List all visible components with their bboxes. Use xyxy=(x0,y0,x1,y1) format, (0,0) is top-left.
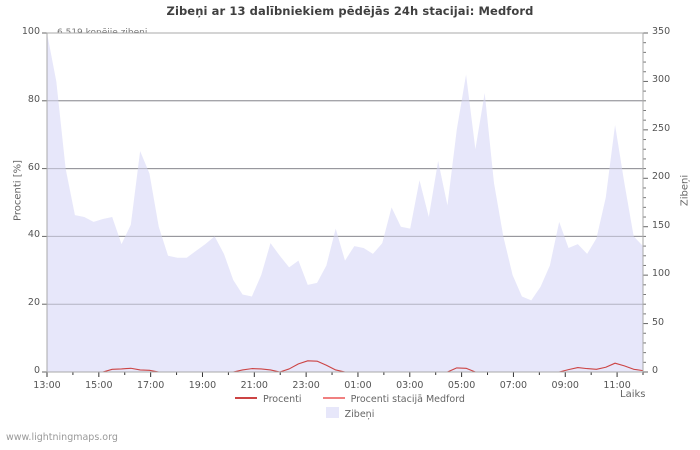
x-axis-tick-label: 05:00 xyxy=(447,380,476,391)
legend-item-procenti-stacija: Procenti stacijā Medford xyxy=(322,392,465,407)
y-axis-left-tick-label: 80 xyxy=(27,93,40,105)
y-axis-left-tick-label: 40 xyxy=(27,229,40,241)
x-axis-tick-label: 19:00 xyxy=(188,380,217,391)
y-axis-left-tick-label: 20 xyxy=(27,297,40,309)
legend-label-procenti: Procenti xyxy=(263,394,302,405)
x-axis-tick-label: 11:00 xyxy=(603,380,631,391)
legend-label-zibeni: Zibeņi xyxy=(344,409,375,420)
x-axis-tick-label: 13:00 xyxy=(33,380,61,391)
legend-item-zibeni: Zibeņi xyxy=(325,407,375,422)
y-axis-left-tick-label: 0 xyxy=(33,365,40,376)
x-axis-tick-label: 21:00 xyxy=(240,380,268,391)
legend-line-light-swatch-icon xyxy=(322,397,345,399)
series-area-zibeni xyxy=(47,33,643,372)
page-title: Zibeņi ar 13 dalībniekiem pēdējās 24h st… xyxy=(166,4,534,18)
source-watermark: www.lightningmaps.org xyxy=(6,432,118,443)
y-axis-right-tick-label: 100 xyxy=(652,268,671,280)
plot-frame-top xyxy=(46,32,644,373)
legend-label-procenti-stacija: Procenti stacijā Medford xyxy=(350,394,465,405)
x-axis-tick-label: 07:00 xyxy=(499,380,528,391)
x-axis-tick-label: 17:00 xyxy=(136,380,165,391)
y-axis-right-tick-label: 0 xyxy=(652,365,659,376)
x-axis-tick-label: 23:00 xyxy=(292,380,320,391)
y-axis-left-tick-label: 100 xyxy=(21,26,40,37)
legend-line-swatch-icon xyxy=(235,397,258,399)
x-axis-tick-label: 03:00 xyxy=(396,380,424,391)
y-axis-right-tick-label: 350 xyxy=(652,26,671,37)
chart-legend: Procenti Procenti stacijā Medford Zibeņi xyxy=(0,392,700,422)
x-axis-tick-label: 09:00 xyxy=(551,380,579,391)
y-axis-right-tick-label: 300 xyxy=(652,74,671,86)
legend-item-procenti: Procenti xyxy=(235,392,302,407)
legend-row-2: Zibeņi xyxy=(0,407,700,422)
x-axis-tick-label: 01:00 xyxy=(344,380,372,391)
y-axis-right-tick-label: 250 xyxy=(652,122,671,134)
y-axis-right-tick-label: 150 xyxy=(652,219,671,231)
y-axis-right-tick-label: 200 xyxy=(652,171,671,183)
legend-area-swatch-icon xyxy=(325,407,339,418)
x-axis-tick-label: 15:00 xyxy=(85,380,113,391)
y-axis-left-tick-label: 60 xyxy=(27,161,40,173)
legend-row-1: Procenti Procenti stacijā Medford xyxy=(0,392,700,407)
x-axis-title: Laiks xyxy=(620,389,646,400)
y-axis-right-tick-label: 50 xyxy=(652,316,665,328)
